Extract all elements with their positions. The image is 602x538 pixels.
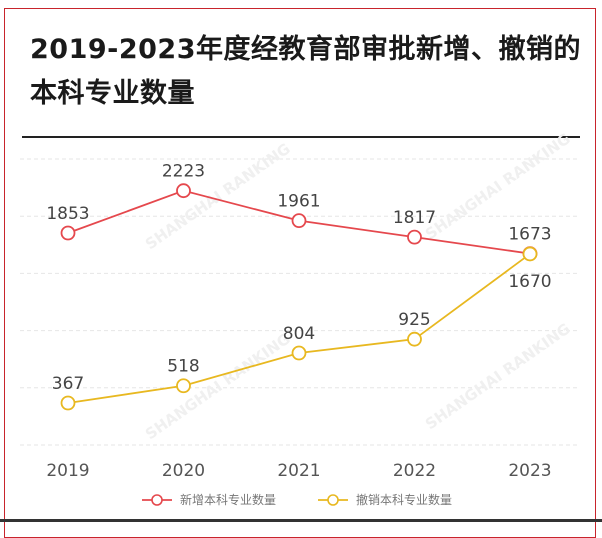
title-divider (22, 136, 580, 138)
legend-marker (327, 494, 339, 506)
data-label: 925 (398, 310, 430, 330)
line-chart: SHANGHAI RANKING SHANGHAI RANKING SHANGHAI… (20, 130, 580, 507)
x-tick-label: 2020 (162, 461, 205, 481)
watermark: SHANGHAI RANKING (142, 330, 294, 444)
x-tick-label: 2019 (46, 461, 89, 481)
data-label: 1961 (277, 192, 320, 212)
data-label: 367 (52, 374, 84, 394)
data-point (176, 378, 191, 394)
chart-title: 2019-2023年度经教育部审批新增、撤销的本科专业数量 (30, 34, 581, 109)
data-label: 1853 (46, 204, 89, 224)
data-label: 2223 (162, 162, 205, 182)
data-label: 1673 (508, 225, 551, 245)
data-point (407, 229, 422, 245)
watermark: SHANGHAI RANKING (142, 140, 294, 254)
x-tick-label: 2023 (508, 461, 551, 481)
data-label: 1817 (393, 208, 436, 228)
legend-label: 新增本科专业数量 (180, 492, 276, 507)
data-point (291, 213, 307, 229)
data-label: 1670 (508, 272, 551, 292)
x-tick-label: 2022 (393, 461, 436, 481)
legend-label: 撤销本科专业数量 (356, 492, 452, 507)
data-point (407, 331, 422, 347)
legend-marker (151, 494, 163, 506)
x-tick-label: 2021 (277, 461, 320, 481)
data-point (522, 246, 538, 262)
data-point (60, 395, 76, 411)
data-point (291, 345, 307, 361)
data-label: 518 (167, 357, 199, 377)
watermark: SHANGHAI RANKING (422, 320, 574, 434)
data-label: 804 (283, 324, 315, 344)
data-point (176, 183, 191, 199)
bottom-divider (0, 519, 602, 522)
data-point (60, 225, 76, 241)
